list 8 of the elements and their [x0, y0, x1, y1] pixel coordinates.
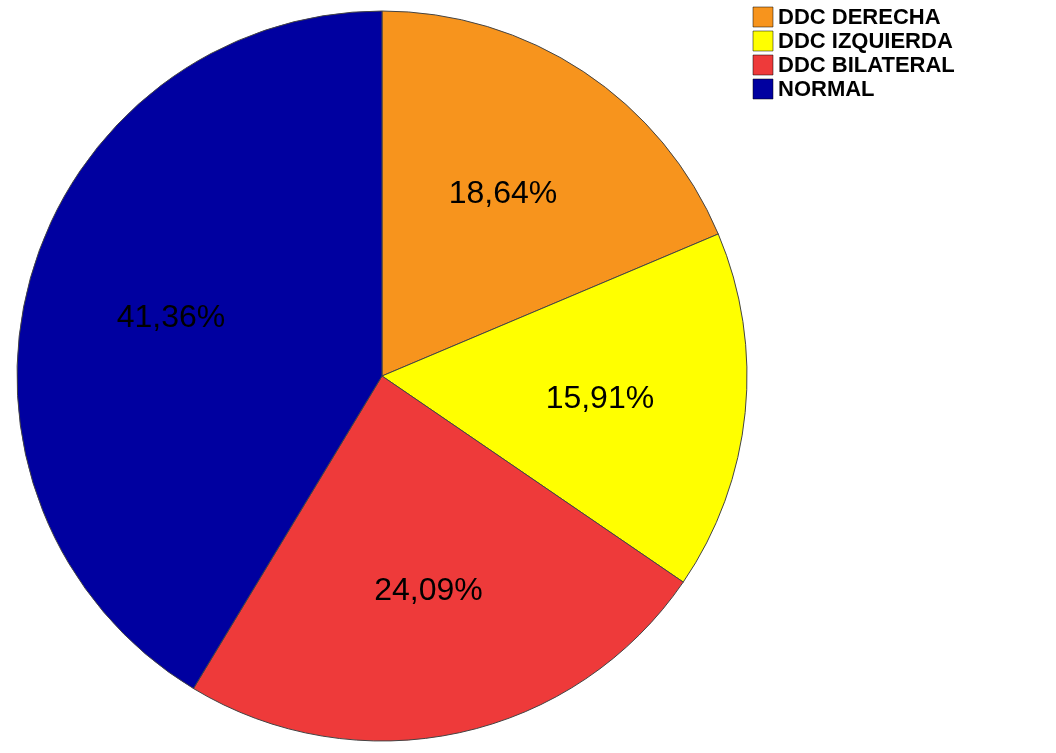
legend-label: DDC IZQUIERDA	[778, 28, 953, 53]
data-label: 15,91%	[545, 378, 655, 415]
data-label: 24,09%	[374, 571, 483, 608]
legend-label: NORMAL	[778, 76, 875, 101]
data-label: 18,64%	[448, 174, 558, 211]
data-label: 41,36%	[116, 298, 226, 335]
legend-label: DDC DERECHA	[778, 4, 941, 29]
legend-label: DDC BILATERAL	[778, 52, 955, 77]
